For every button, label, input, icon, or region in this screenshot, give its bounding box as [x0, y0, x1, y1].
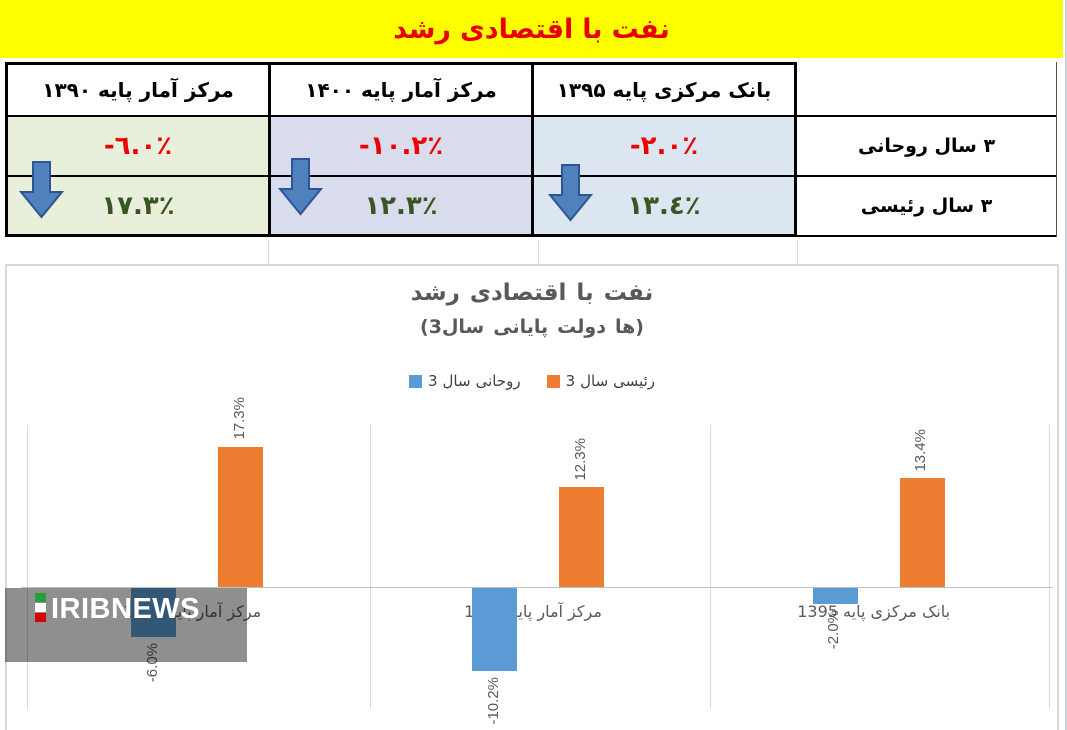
legend-entry-raisi: 3 سال رئیسی: [546, 372, 656, 390]
iribnews-logo-text: IRIBNEWS: [51, 593, 200, 625]
down-arrow-icon: [278, 158, 323, 216]
title-banner: رشد اقتصادی با نفت: [0, 0, 1063, 58]
summary-table: بانک مرکزی پایه ۱۳۹۵ -٢.٠٪ ١٣.٤٪ مرکز آم…: [5, 62, 1057, 237]
row-label-rouhani: ۳ سال روحانی: [797, 115, 1056, 175]
raisi-value-cell: ١٢.٣٪: [271, 177, 531, 234]
value-label: 17.3%: [230, 397, 248, 440]
value-label: 12.3%: [571, 437, 589, 481]
flag-red-band: [35, 613, 46, 622]
bar-rouhani: [472, 588, 517, 671]
raisi-value-cell: ١٣.٤٪: [534, 177, 794, 234]
negative-value: -٦.٠٪: [103, 131, 173, 161]
empty-header-cell: [797, 62, 1056, 115]
grid-stub: [538, 240, 539, 264]
chart-subtitle: (3سال پایانی دولت ها): [420, 316, 644, 338]
legend-entry-rouhani: 3 سال روحانی: [408, 372, 521, 390]
column-header: مرکز آمار پایه ۱۴۰۰: [271, 65, 531, 117]
bar-raisi: [559, 487, 604, 587]
flag-green-band: [35, 593, 46, 602]
flag-white-band: [35, 603, 46, 612]
column-header: مرکز آمار پایه ۱۳۹۰: [8, 65, 268, 117]
iribnews-watermark: IRIBNEWS: [5, 588, 247, 662]
category-gridline: [710, 425, 711, 709]
rouhani-value-cell: -٦.٠٪: [8, 117, 268, 177]
row-label-column: ۳ سال روحانی ۳ سال رئیسی: [797, 62, 1057, 237]
negative-value: -٢.٠٪: [629, 131, 699, 161]
legend-label: 3 سال روحانی: [427, 372, 521, 390]
category-gridline: [27, 425, 28, 709]
value-label: 13.4%: [912, 428, 930, 472]
grid-stub: [268, 240, 269, 264]
bar-rouhani: [812, 588, 858, 605]
negative-value: -١٠.٢٪: [358, 131, 444, 161]
category-label: بانک مرکزی پایه 1395: [797, 602, 951, 621]
value-label: -10.2%: [484, 676, 502, 725]
category-label: مرکز آمار پایه 1400: [464, 602, 602, 621]
category-gridline: [370, 425, 371, 709]
row-label-raisi: ۳ سال رئیسی: [797, 175, 1056, 237]
down-arrow-icon: [19, 161, 64, 219]
positive-value: ١٣.٤٪: [627, 190, 701, 221]
category-gridline: [1049, 425, 1050, 709]
bar-raisi: [218, 446, 264, 587]
bar-chart: رشد اقتصادی با نفت (3سال پایانی دولت ها) 3 سال ر…: [5, 264, 1059, 730]
value-label: -2.0%: [825, 610, 843, 650]
bar-raisi: [899, 478, 945, 587]
zero-axis-line: [21, 587, 1053, 588]
down-arrow-icon: [548, 164, 593, 222]
rouhani-value-cell: -٢.٠٪: [534, 117, 794, 177]
table-column-amar-1400: مرکز آمار پایه ۱۴۰۰ -١٠.٢٪ ١٢.٣٪: [271, 65, 534, 234]
legend-swatch-blue: [408, 374, 422, 388]
page-title: رشد اقتصادی با نفت: [393, 13, 670, 45]
positive-value: ١٧.٣٪: [101, 190, 175, 221]
iran-flag-icon: [35, 593, 46, 622]
chart-legend: 3 سال روحانی 3 سال رئیسی: [7, 372, 1057, 390]
raisi-value-cell: ١٧.٣٪: [8, 177, 268, 234]
legend-swatch-orange: [546, 374, 560, 388]
table-data-columns: بانک مرکزی پایه ۱۳۹۵ -٢.٠٪ ١٣.٤٪ مرکز آم…: [5, 62, 797, 237]
column-header: بانک مرکزی پایه ۱۳۹۵: [534, 65, 794, 117]
grid-stub: [797, 240, 798, 264]
legend-label: 3 سال رئیسی: [565, 372, 656, 390]
bar-rouhani: [131, 588, 177, 637]
chart-title: رشد اقتصادی با نفت: [410, 280, 654, 306]
positive-value: ١٢.٣٪: [364, 190, 438, 221]
rouhani-value-cell: -١٠.٢٪: [271, 117, 531, 177]
